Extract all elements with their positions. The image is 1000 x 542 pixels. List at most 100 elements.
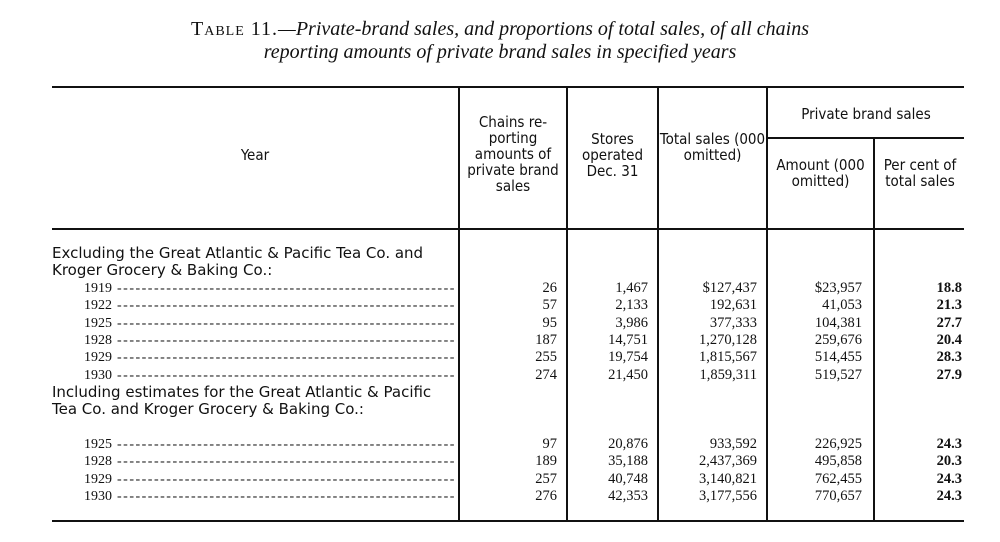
cell-total-sales: 377,333 <box>709 314 757 331</box>
cell-year: 1925 -----------------------------------… <box>84 315 456 332</box>
cell-year: 1929 -----------------------------------… <box>84 349 456 366</box>
cell-percent: 20.3 <box>936 453 962 470</box>
cell-year: 1922 -----------------------------------… <box>84 297 456 314</box>
leader-dots: ----------------------------------------… <box>112 315 456 331</box>
year-label: 1925 <box>84 315 112 331</box>
cell-stores: 2,133 <box>615 297 648 314</box>
cell-total-sales: 1,815,567 <box>699 349 757 366</box>
header-chains-reporting: Chains re-porting amounts of private bra… <box>467 113 559 195</box>
cell-amount: 41,053 <box>822 297 862 314</box>
cell-year: 1919 -----------------------------------… <box>84 280 456 297</box>
section-label-excluding: Excluding the Great Atlantic & Pacific T… <box>52 244 424 279</box>
table-title: Table 11.—Private-brand sales, and propo… <box>0 18 1000 64</box>
cell-year: 1929 -----------------------------------… <box>84 471 456 488</box>
leader-dots: ----------------------------------------… <box>112 437 456 452</box>
cell-total-sales: 3,177,556 <box>699 487 757 504</box>
year-label: 1925 <box>84 437 112 452</box>
cell-percent: 21.3 <box>936 297 962 314</box>
cell-amount: 770,657 <box>814 487 862 504</box>
cell-chains: 276 <box>535 487 557 504</box>
cell-amount: 762,455 <box>814 470 862 487</box>
bottom-rule <box>52 520 964 522</box>
column-divider <box>458 88 460 520</box>
cell-total-sales: 192,631 <box>709 297 757 314</box>
cell-stores: 19,754 <box>608 349 648 366</box>
leader-dots: ----------------------------------------… <box>112 298 456 314</box>
header-amount: Amount (000 omitted) <box>776 156 865 190</box>
cell-chains: 97 <box>542 436 558 452</box>
table-caption-line2: reporting amounts of private brand sales… <box>263 41 737 63</box>
leader-dots: ----------------------------------------… <box>112 488 456 504</box>
cell-stores: 3,986 <box>615 314 648 331</box>
cell-chains: 189 <box>535 453 557 470</box>
cell-total-sales: $127,437 <box>702 280 757 296</box>
cell-year: 1930 -----------------------------------… <box>84 367 456 384</box>
header-stores-operated: Stores operated Dec. 31 <box>581 130 644 180</box>
cell-stores: 1,467 <box>615 280 648 296</box>
cell-stores: 42,353 <box>608 487 648 504</box>
cell-stores: 20,876 <box>608 436 648 452</box>
header-bottom-rule <box>52 228 964 230</box>
cell-amount: 226,925 <box>814 436 862 452</box>
cell-stores: 35,188 <box>608 453 648 470</box>
top-rule <box>52 86 964 88</box>
year-label: 1919 <box>84 281 112 296</box>
cell-percent: 27.9 <box>936 366 962 383</box>
leader-dots: ----------------------------------------… <box>112 367 456 383</box>
column-divider <box>873 138 875 520</box>
year-label: 1928 <box>84 454 112 470</box>
cell-percent: 24.3 <box>936 436 962 452</box>
cell-total-sales: 933,592 <box>709 436 757 452</box>
cell-percent: 18.8 <box>936 280 962 296</box>
cell-amount: 495,858 <box>814 453 862 470</box>
column-divider <box>566 88 568 520</box>
cell-total-sales: 3,140,821 <box>699 470 757 487</box>
cell-chains: 95 <box>542 314 558 331</box>
section-label-including: Including estimates for the Great Atlant… <box>52 383 432 418</box>
cell-amount: 259,676 <box>814 331 862 348</box>
cell-amount: $23,957 <box>814 280 862 296</box>
cell-stores: 40,748 <box>608 470 648 487</box>
private-brand-subrule <box>768 137 964 139</box>
cell-stores: 21,450 <box>608 366 648 383</box>
year-label: 1928 <box>84 332 112 348</box>
cell-amount: 514,455 <box>814 349 862 366</box>
cell-year: 1925 -----------------------------------… <box>84 436 456 453</box>
year-column: Excluding the Great Atlantic & Pacific T… <box>52 245 456 279</box>
cell-chains: 255 <box>535 349 557 366</box>
cell-chains: 57 <box>542 297 558 314</box>
leader-dots: ----------------------------------------… <box>112 350 456 366</box>
header-percent-of-total: Per cent of total sales <box>883 156 957 190</box>
table-caption-line1: —Private-brand sales, and proportions of… <box>278 18 809 40</box>
cell-chains: 257 <box>535 470 557 487</box>
table-number: Table 11. <box>191 18 279 40</box>
cell-year: 1928 -----------------------------------… <box>84 332 456 349</box>
cell-chains: 274 <box>535 366 557 383</box>
year-label: 1922 <box>84 298 112 314</box>
cell-chains: 26 <box>542 280 558 296</box>
cell-total-sales: 1,270,128 <box>699 331 757 348</box>
leader-dots: ----------------------------------------… <box>112 471 456 487</box>
cell-amount: 519,527 <box>814 366 862 383</box>
header-total-sales: Total sales (000 omitted) <box>659 130 766 164</box>
cell-percent: 24.3 <box>936 487 962 504</box>
cell-percent: 27.7 <box>936 314 962 331</box>
cell-percent: 20.4 <box>936 331 962 348</box>
year-label: 1929 <box>84 471 112 487</box>
leader-dots: ----------------------------------------… <box>112 454 456 470</box>
cell-percent: 24.3 <box>936 470 962 487</box>
year-label: 1930 <box>84 488 112 504</box>
cell-year: 1930 -----------------------------------… <box>84 488 456 505</box>
cell-stores: 14,751 <box>608 331 648 348</box>
header-private-brand-sales: Private brand sales <box>801 105 931 123</box>
cell-year: 1928 -----------------------------------… <box>84 453 456 470</box>
header-year: Year <box>240 146 270 164</box>
leader-dots: ----------------------------------------… <box>112 281 456 296</box>
column-divider <box>766 88 768 520</box>
cell-chains: 187 <box>535 331 557 348</box>
leader-dots: ----------------------------------------… <box>112 332 456 348</box>
year-label: 1930 <box>84 367 112 383</box>
cell-percent: 28.3 <box>936 349 962 366</box>
cell-total-sales: 1,859,311 <box>699 366 757 383</box>
cell-total-sales: 2,437,369 <box>699 453 757 470</box>
